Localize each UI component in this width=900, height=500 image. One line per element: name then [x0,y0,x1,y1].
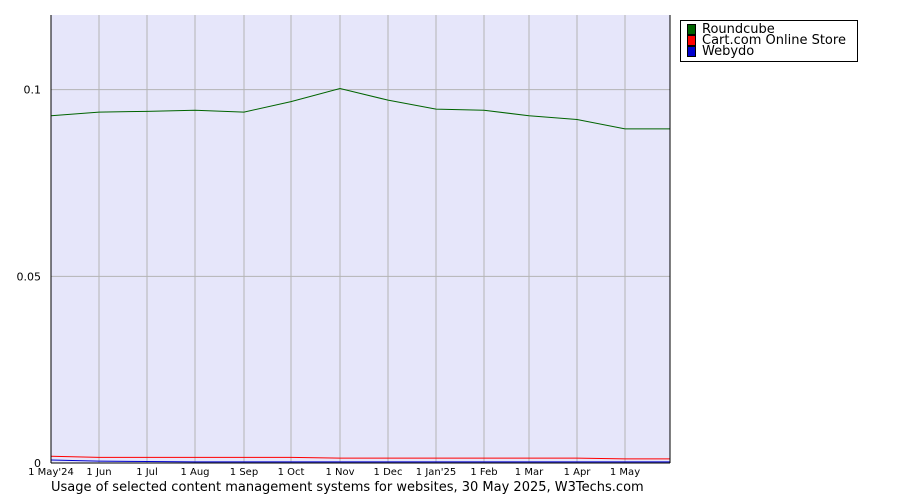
y-tick-label: 0 [34,457,41,470]
series-lines [50,88,670,463]
x-tick-label: 1 Apr [564,467,592,478]
legend-label-roundcube: Roundcube [702,22,775,37]
legend-item-webydo: Webydo [687,44,857,59]
x-tick-label: 1 May [610,467,640,478]
legend-item-roundcube: Roundcube [687,22,857,37]
legend-item-cart-com: Cart.com Online Store [687,33,857,48]
legend-swatch-roundcube [687,24,696,35]
series-line-0 [50,88,670,130]
legend-swatch-webydo [687,46,696,57]
x-tick-label: 1 Jul [136,467,158,478]
x-tick-label: 1 May'24 [28,467,74,478]
x-tick-label: 1 Feb [470,467,497,478]
x-tick-labels: 1 May'24 1 Jun 1 Jul 1 Aug 1 Sep 1 Oct 1 Nov 1 … [28,467,640,478]
x-tick-label: 1 Oct [278,467,305,478]
series-line-1 [50,455,670,460]
x-tick-label: 1 Jan'25 [416,467,456,478]
x-tick-label: 1 Jun [86,467,111,478]
x-tick-label: 1 Dec [374,467,403,478]
legend-swatch-cart-com [687,35,696,46]
series-line-2 [50,459,670,463]
y-tick-label: 0.05 [17,270,42,283]
grid [51,15,670,463]
y-tick-label: 0.1 [24,84,42,97]
x-tick-label: 1 Sep [230,467,258,478]
legend-label-cart-com: Cart.com Online Store [702,33,846,48]
x-tick-label: 1 Nov [325,467,354,478]
legend: Roundcube Cart.com Online Store Webydo [680,20,858,62]
x-tick-label: 1 Aug [180,467,209,478]
chart-caption: Usage of selected content management sys… [51,480,644,495]
x-tick-label: 1 Mar [515,467,544,478]
legend-label-webydo: Webydo [702,44,755,59]
y-tick-labels: 0 0.05 0.1 [17,84,42,470]
